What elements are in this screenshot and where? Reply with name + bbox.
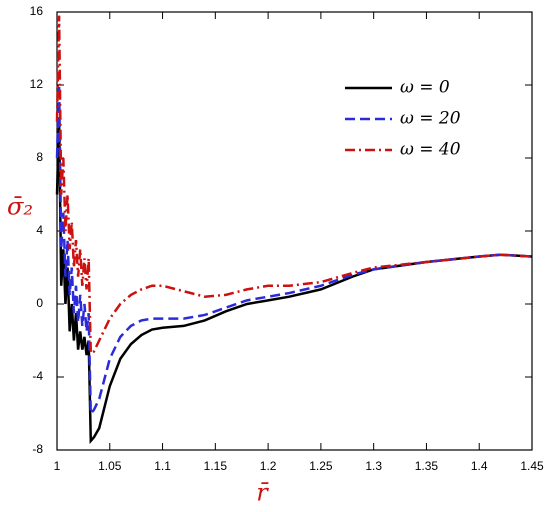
y-tick-label: -8 xyxy=(32,442,43,456)
y-tick-label: 12 xyxy=(30,77,44,91)
x-tick-label: 1.1 xyxy=(154,459,171,473)
y-tick-label: 16 xyxy=(30,4,44,18)
x-tick-label: 1.45 xyxy=(520,459,544,473)
x-tick-label: 1.25 xyxy=(309,459,333,473)
legend-label: ω = 40 xyxy=(400,140,461,160)
y-tick-label: -4 xyxy=(32,369,43,383)
x-tick-label: 1 xyxy=(54,459,61,473)
series-line xyxy=(55,84,533,417)
y-tick-label: 0 xyxy=(36,296,43,310)
legend-label: ω = 20 xyxy=(400,109,461,129)
x-tick-label: 1.15 xyxy=(204,459,228,473)
legend-label: ω = 0 xyxy=(400,78,450,98)
y-axis-label: σ̄₂ xyxy=(7,193,33,221)
x-tick-label: 1.4 xyxy=(471,459,488,473)
series-line xyxy=(55,121,533,445)
x-tick-label: 1.35 xyxy=(415,459,439,473)
y-tick-label: 4 xyxy=(36,223,43,237)
series-line xyxy=(55,15,533,356)
plot-frame xyxy=(56,11,533,451)
x-tick-label: 1.3 xyxy=(365,459,382,473)
y-tick-label: 8 xyxy=(36,150,43,164)
x-tick-label: 1.2 xyxy=(260,459,277,473)
x-tick-label: 1.05 xyxy=(98,459,122,473)
x-axis-label: r̄ xyxy=(256,479,269,507)
